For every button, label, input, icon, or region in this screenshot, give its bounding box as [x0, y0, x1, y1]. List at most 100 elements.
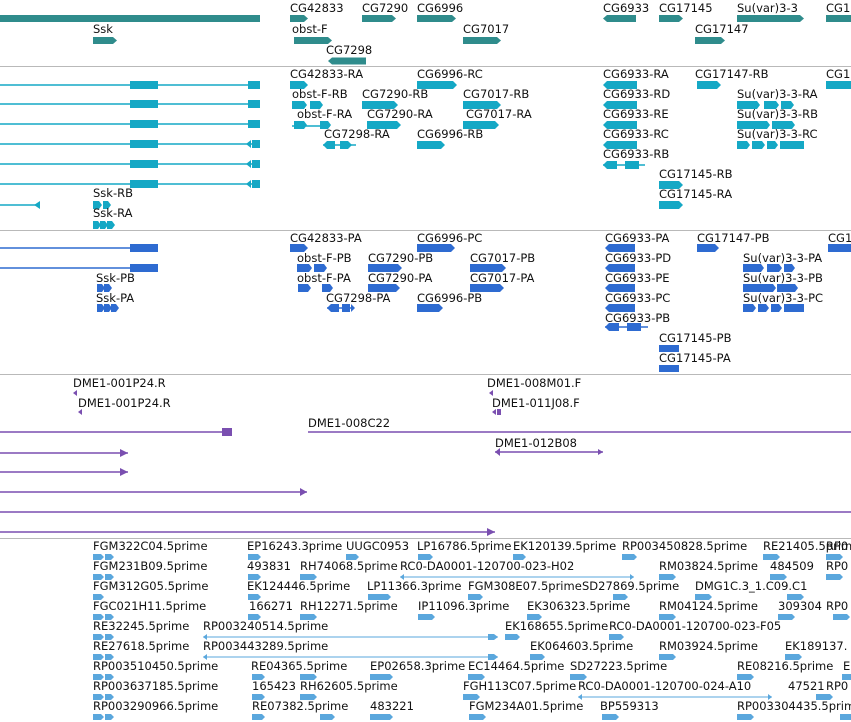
protein-label: CG42833-PA	[290, 231, 362, 245]
transcript-label: CG42833-RA	[290, 67, 364, 81]
gene-label: Ssk	[93, 22, 113, 36]
gene-label: CG7298	[326, 43, 373, 57]
est-label: RP003450828.5prime	[622, 539, 748, 553]
est-label: SD27869.5prime	[582, 579, 680, 593]
clone-label: DME1-008M01.F	[487, 376, 582, 390]
est-label: RP0	[826, 679, 849, 693]
est-label: RM03924.5prime	[659, 639, 758, 653]
est-label: 166271	[249, 599, 293, 613]
est-label: RP003637185.5prime	[93, 679, 219, 693]
protein-label: CG7290-PB	[368, 251, 434, 265]
transcript-label: CG6933-RB	[603, 147, 670, 161]
transcript-label: CG6933-RA	[603, 67, 669, 81]
protein-label: CG17145-PB	[659, 331, 732, 345]
est-label: RH12271.5prime	[300, 599, 398, 613]
clone-label: DME1-001P24.R	[73, 376, 166, 390]
est-label: RH74068.5prime	[300, 559, 398, 573]
transcript-label: obst-F-RB	[292, 87, 348, 101]
protein-label: obst-F-PB	[297, 251, 352, 265]
transcript-label: CG1	[826, 67, 851, 81]
transcript-label: obst-F-RA	[297, 107, 353, 121]
est-label: RP0	[826, 599, 849, 613]
gene-ssk-feature[interactable]	[0, 15, 260, 22]
transcript-label: CG6996-RC	[417, 67, 483, 81]
transcript-track-features	[0, 81, 851, 229]
protein-label: CG7298-PA	[326, 291, 391, 305]
gene-label: CG42833	[290, 1, 344, 15]
est-label: RC0-DA0001-120700-024-A10	[578, 679, 752, 693]
est-label: RE04365.5prime	[251, 659, 348, 673]
gene-cg1-feature[interactable]	[826, 15, 851, 22]
gene-label: CG6933	[603, 1, 650, 15]
gene-cg7290-feature[interactable]	[362, 15, 396, 22]
transcript-label: CG7290-RB	[362, 87, 429, 101]
est-label: EK064603.5prime	[530, 639, 634, 653]
est-label: RP0	[826, 559, 849, 573]
gene-label: obst-F	[292, 22, 328, 36]
est-label: RM03824.5prime	[659, 559, 758, 573]
est-label: EP02658.3prime	[370, 659, 466, 673]
gene-suvar33-feature[interactable]	[737, 15, 804, 22]
protein-label: CG7290-PA	[368, 271, 433, 285]
clone-label: DME1-008C22	[308, 416, 391, 430]
protein-label: CG7017-PA	[470, 271, 535, 285]
gene-cg17147-feature[interactable]	[695, 37, 725, 44]
gene-label: CG17145	[659, 1, 713, 15]
est-label: RE21405.5prime	[763, 539, 851, 553]
gene-cg7017-feature[interactable]	[463, 37, 501, 44]
est-label: 165423	[252, 679, 296, 693]
est-label: EK124446.5prime	[247, 579, 351, 593]
est-label: EK306323.5prime	[527, 599, 631, 613]
protein-track-features	[0, 244, 851, 372]
transcript-label: CG7017-RB	[463, 87, 530, 101]
transcript-label: CG6933-RC	[603, 127, 669, 141]
est-label: 483221	[370, 699, 414, 713]
protein-label: CG17145-PA	[659, 351, 731, 365]
gene-label: CG1	[826, 1, 851, 15]
est-label: RM04124.5prime	[659, 599, 758, 613]
est-label: 47521	[788, 679, 825, 693]
gene-obstf-feature[interactable]	[294, 37, 332, 44]
transcript-label: CG6996-RB	[417, 127, 484, 141]
gene-ssk-small-feature[interactable]	[93, 37, 117, 44]
est-label: 484509	[770, 559, 814, 573]
est-label: RE08216.5prime	[737, 659, 834, 673]
gene-label: CG17147	[695, 22, 749, 36]
est-label: FGH113C07.5prime	[463, 679, 577, 693]
gene-track-features	[0, 15, 851, 65]
transcript-label: CG7017-RA	[466, 107, 532, 121]
protein-label: Ssk-PB	[96, 271, 135, 285]
transcript-label: Su(var)3-3-RB	[737, 107, 818, 121]
protein-label: CG7017-PB	[470, 251, 536, 265]
gene-cg17145-feature[interactable]	[659, 15, 683, 22]
est-label: RC0-DA0001-120700-023-H02	[400, 559, 575, 573]
est-label: EP16243.3prime	[247, 539, 343, 553]
est-label: RP003443289.5prime	[203, 639, 329, 653]
protein-label: CG1	[828, 231, 851, 245]
protein-label: CG6933-PD	[605, 251, 672, 265]
est-label: EK168655.5prime	[505, 619, 609, 633]
est-label: EK189137.	[785, 639, 848, 653]
est-label: RP003304435.5prime	[737, 699, 851, 713]
gene-cg7298-feature[interactable]	[328, 57, 366, 65]
protein-label: CG6996-PB	[417, 291, 483, 305]
est-label: UUGC0953	[346, 539, 410, 553]
est-label: E	[843, 659, 851, 673]
gene-label: CG6996	[417, 1, 464, 15]
clone-label: DME1-012B08	[495, 436, 577, 450]
est-label: FGM234A01.5prime	[469, 699, 584, 713]
transcript-cg42833-ra-feature[interactable]	[290, 81, 308, 89]
gene-cg6996-feature[interactable]	[417, 15, 456, 22]
est-label: LP16786.5prime	[417, 539, 512, 553]
est-label: LP11366.3prime	[367, 579, 462, 593]
gene-track: Ssk CG42833 obst-F CG7298 CG7290 CG6996 …	[0, 0, 851, 67]
protein-label: Su(var)3-3-PC	[743, 291, 824, 305]
est-label: RP003510450.5prime	[93, 659, 219, 673]
est-label: RP0	[826, 539, 849, 553]
est-label: FGM322C04.5prime	[93, 539, 208, 553]
est-track-features	[93, 554, 851, 720]
gene-cg6933-feature[interactable]	[603, 15, 636, 22]
transcript-label: CG17147-RB	[695, 67, 769, 81]
gene-cg42833-feature[interactable]	[290, 15, 308, 22]
